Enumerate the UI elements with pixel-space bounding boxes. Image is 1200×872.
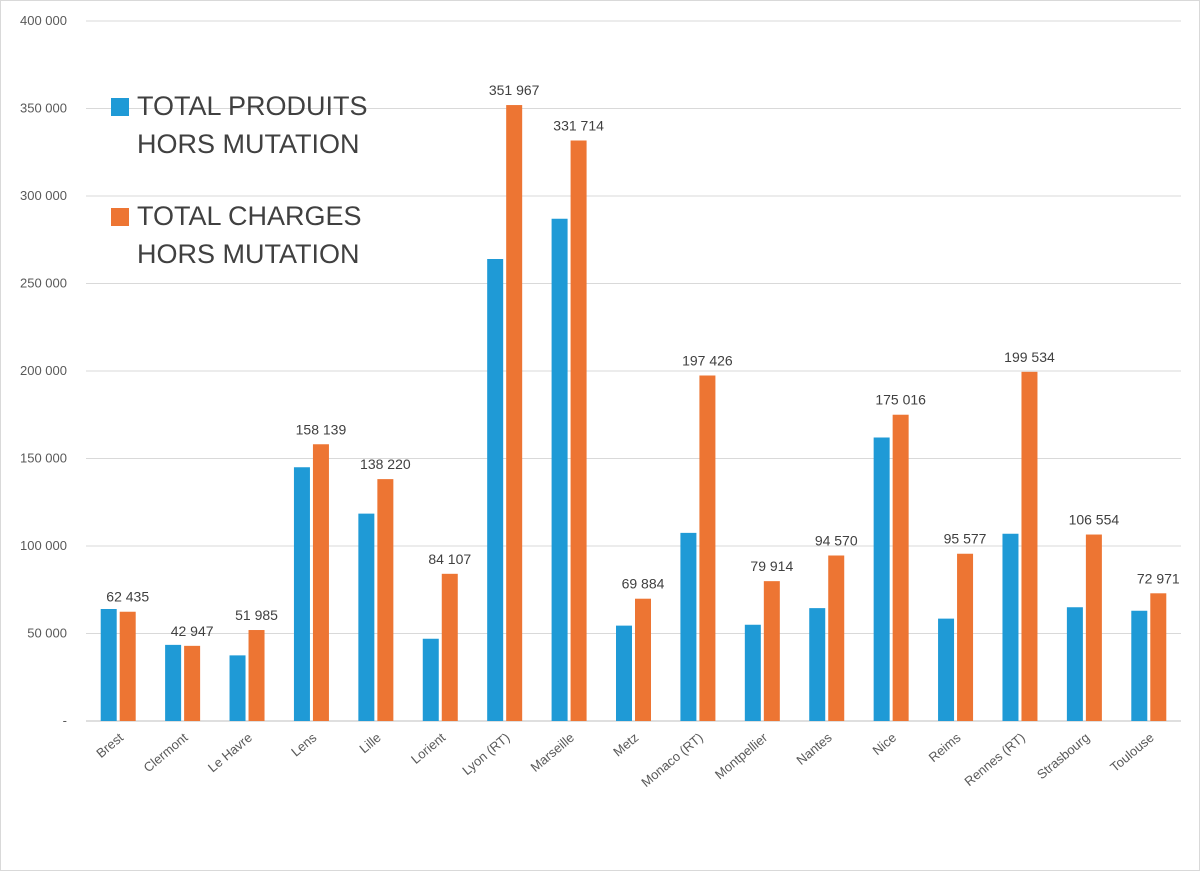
- bar-produits: [1066, 607, 1083, 721]
- bar-charges: [119, 611, 136, 721]
- bar-produits: [358, 513, 375, 721]
- data-label-charges: 84 107: [428, 551, 471, 567]
- data-label-charges: 69 884: [622, 576, 665, 592]
- data-label-charges: 106 554: [1069, 512, 1120, 528]
- bar-produits: [1131, 610, 1148, 721]
- y-tick-label: 150 000: [20, 451, 67, 466]
- bar-charges: [312, 444, 329, 721]
- bar-charges: [892, 414, 909, 721]
- y-axis: - 50 000 100 000 150 000 200 000 250 000 300 0…: [20, 13, 67, 728]
- legend-swatch: [111, 208, 129, 226]
- data-label-charges: 197 426: [682, 353, 733, 369]
- y-tick-label: 200 000: [20, 363, 67, 378]
- bar-charges: [184, 645, 201, 721]
- bar-produits: [873, 437, 890, 721]
- bar-charges: [248, 630, 265, 721]
- bar-charges: [763, 581, 780, 721]
- data-label-charges: 95 577: [944, 531, 987, 547]
- data-label-charges: 72 971: [1137, 570, 1180, 586]
- data-label-charges: 158 139: [296, 421, 347, 437]
- data-label-charges: 62 435: [106, 589, 149, 605]
- data-label-charges: 51 985: [235, 607, 278, 623]
- legend-label-line2: HORS MUTATION: [137, 129, 360, 159]
- data-label-charges: 351 967: [489, 82, 540, 98]
- bar-produits: [809, 608, 826, 721]
- bar-charges: [635, 598, 651, 721]
- x-tick-label: Metz: [610, 730, 641, 760]
- x-tick-label: Clermont: [140, 730, 190, 776]
- x-tick-label: Lorient: [408, 730, 448, 767]
- legend-label-line1: TOTAL PRODUITS: [137, 91, 368, 121]
- bar-produits: [165, 644, 182, 721]
- y-tick-label: -: [63, 713, 67, 728]
- x-tick-label: Marseille: [528, 730, 577, 775]
- data-label-charges: 42 947: [171, 623, 214, 639]
- x-tick-label: Montpellier: [712, 729, 771, 782]
- data-label-charges: 138 220: [360, 456, 411, 472]
- bar-charges: [828, 555, 845, 721]
- x-tick-label: Lens: [288, 729, 320, 759]
- bar-charges: [957, 553, 974, 721]
- legend-label-line2: HORS MUTATION: [137, 239, 360, 269]
- bar-charges: [506, 105, 523, 722]
- bar-charges: [1021, 371, 1038, 721]
- x-tick-label: Lille: [356, 730, 383, 756]
- y-tick-label: 250 000: [20, 276, 67, 291]
- x-tick-label: Nantes: [793, 729, 835, 767]
- data-labels: 62 435 42 947 51 985 158 139 138 220 84 107 35…: [106, 82, 1180, 639]
- x-tick-label: Le Havre: [205, 730, 255, 775]
- x-axis: Brest Clermont Le Havre Lens Lille Lorient Lyo…: [93, 729, 1156, 790]
- bar-produits: [616, 625, 632, 721]
- y-tick-label: 100 000: [20, 538, 67, 553]
- y-tick-label: 300 000: [20, 188, 67, 203]
- bar-produits: [422, 638, 439, 721]
- bar-produits: [487, 259, 504, 721]
- x-tick-label: Monaco (RT): [638, 730, 706, 790]
- x-tick-label: Toulouse: [1107, 730, 1157, 775]
- y-tick-label: 400 000: [20, 13, 67, 28]
- data-label-charges: 94 570: [815, 533, 858, 549]
- x-tick-label: Lyon (RT): [459, 730, 512, 778]
- bar-charges: [377, 479, 394, 721]
- x-tick-label: Reims: [926, 729, 964, 764]
- bar-produits: [680, 532, 697, 721]
- bar-produits: [744, 624, 761, 721]
- bar-produits: [293, 467, 310, 721]
- gridlines: [86, 20, 1181, 722]
- bar-charges: [1150, 593, 1167, 721]
- bar-produits: [229, 655, 246, 721]
- x-tick-label: Strasbourg: [1034, 730, 1092, 782]
- legend: TOTAL PRODUITS HORS MUTATION TOTAL CHARGES…: [111, 91, 368, 269]
- x-tick-label: Nice: [870, 730, 900, 758]
- bars: [100, 105, 1167, 722]
- bar-produits: [938, 618, 955, 721]
- data-label-charges: 199 534: [1004, 349, 1055, 365]
- bar-charges: [441, 573, 458, 721]
- y-tick-label: 50 000: [27, 626, 67, 641]
- bar-produits: [100, 609, 117, 721]
- data-label-charges: 175 016: [875, 392, 926, 408]
- bar-produits: [1002, 533, 1019, 721]
- y-tick-label: 350 000: [20, 101, 67, 116]
- x-tick-label: Rennes (RT): [961, 730, 1027, 789]
- bar-charges: [699, 375, 716, 721]
- bar-charges: [1085, 534, 1102, 721]
- legend-swatch: [111, 98, 129, 116]
- data-label-charges: 331 714: [553, 118, 604, 134]
- data-label-charges: 79 914: [750, 558, 793, 574]
- bar-charges: [570, 140, 587, 722]
- legend-label-line1: TOTAL CHARGES: [137, 201, 362, 231]
- bar-produits: [551, 218, 568, 721]
- x-tick-label: Brest: [93, 730, 126, 761]
